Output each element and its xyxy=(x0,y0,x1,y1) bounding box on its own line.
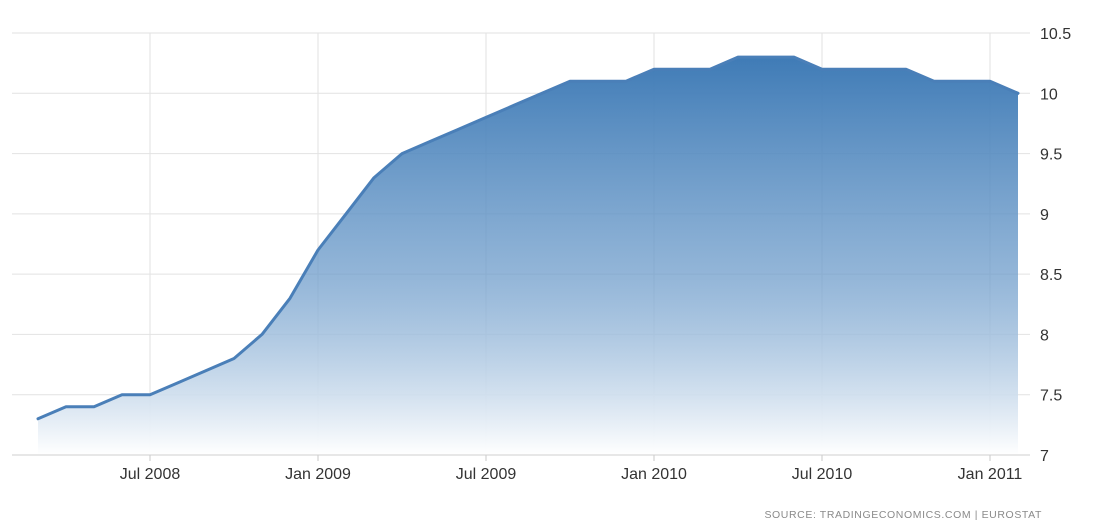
data-point xyxy=(569,80,572,83)
data-point xyxy=(765,56,768,59)
data-point xyxy=(513,104,516,107)
data-point xyxy=(849,68,852,71)
y-tick-label: 7 xyxy=(1040,448,1049,465)
data-point xyxy=(709,68,712,71)
data-point xyxy=(933,80,936,83)
data-point xyxy=(961,80,964,83)
y-tick-label: 9 xyxy=(1040,207,1049,224)
data-point xyxy=(65,405,68,408)
source-credit: SOURCE: TRADINGECONOMICS.COM | EUROSTAT xyxy=(764,509,1042,521)
data-point xyxy=(37,417,40,420)
data-point xyxy=(597,80,600,83)
data-point xyxy=(345,212,348,215)
data-point xyxy=(233,357,236,360)
data-point xyxy=(401,152,404,155)
data-point xyxy=(625,80,628,83)
x-tick-label: Jan 2011 xyxy=(958,466,1023,483)
y-tick-label: 9.5 xyxy=(1040,147,1062,164)
data-point xyxy=(989,80,992,83)
y-tick-label: 10 xyxy=(1040,86,1058,103)
data-point xyxy=(485,116,488,119)
y-tick-label: 10.5 xyxy=(1040,26,1071,43)
data-point xyxy=(681,68,684,71)
x-tick-label: Jul 2008 xyxy=(120,466,181,483)
y-tick-label: 8 xyxy=(1040,327,1049,344)
data-point xyxy=(457,128,460,131)
data-point xyxy=(93,405,96,408)
y-axis: 10.5 10 9.5 9 8.5 8 7.5 7 xyxy=(1040,26,1071,465)
area-layer xyxy=(36,55,1020,455)
data-point xyxy=(289,297,292,300)
data-point xyxy=(877,68,880,71)
area-fill xyxy=(38,57,1018,455)
data-point xyxy=(821,68,824,71)
data-point xyxy=(429,140,432,143)
data-point xyxy=(177,381,180,384)
x-tick-label: Jan 2009 xyxy=(285,466,351,483)
data-point xyxy=(317,249,320,252)
y-tick-label: 7.5 xyxy=(1040,388,1062,405)
y-tick-label: 8.5 xyxy=(1040,267,1062,284)
data-point xyxy=(149,393,152,396)
x-tick-label: Jan 2010 xyxy=(621,466,687,483)
x-axis: Jul 2008 Jan 2009 Jul 2009 Jan 2010 Jul 2010… xyxy=(12,454,1030,483)
data-point xyxy=(261,333,264,336)
data-point xyxy=(1017,92,1020,95)
series-line xyxy=(36,55,1020,421)
data-point xyxy=(541,92,544,95)
data-point xyxy=(373,176,376,179)
data-point xyxy=(121,393,124,396)
x-tick-label: Jul 2010 xyxy=(792,466,853,483)
data-point xyxy=(793,56,796,59)
data-point xyxy=(737,56,740,59)
data-point xyxy=(905,68,908,71)
x-tick-label: Jul 2009 xyxy=(456,466,517,483)
data-point xyxy=(205,369,208,372)
data-point xyxy=(653,68,656,71)
